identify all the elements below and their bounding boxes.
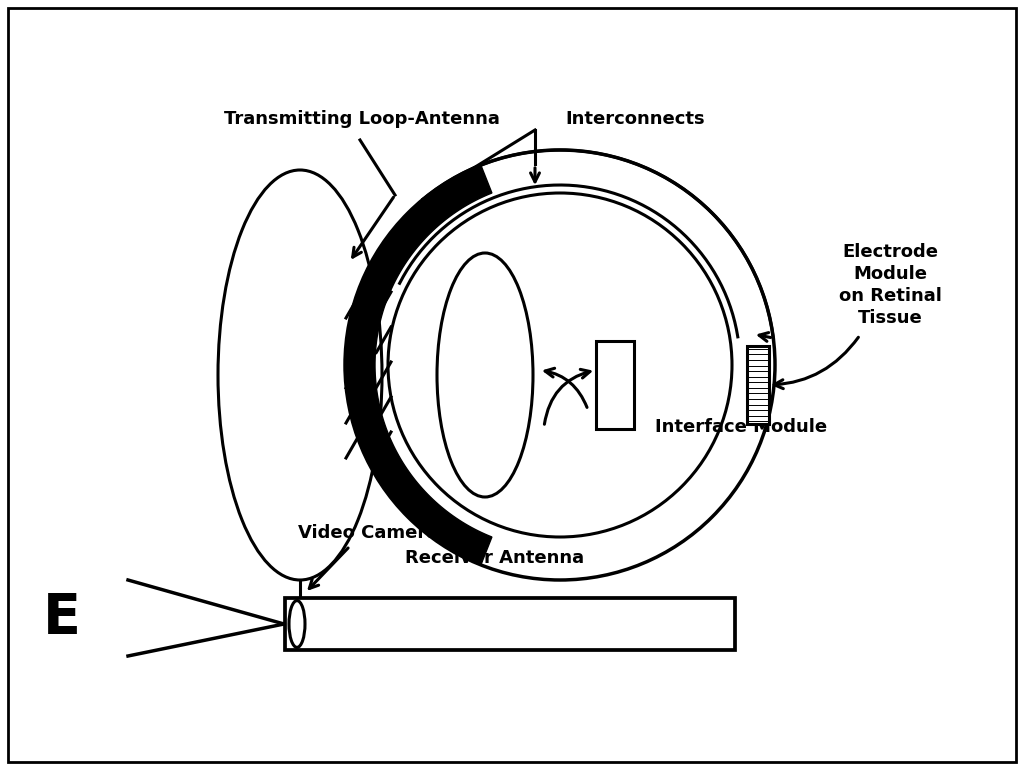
Text: E: E (43, 591, 81, 645)
Text: Receiver Antenna: Receiver Antenna (406, 549, 585, 567)
Text: Interface Module: Interface Module (655, 418, 827, 436)
Bar (596, 341, 634, 429)
Text: Interconnects: Interconnects (565, 110, 705, 128)
Text: Transmitting Loop-Antenna: Transmitting Loop-Antenna (224, 110, 500, 128)
Text: Electrode
Module
on Retinal
Tissue: Electrode Module on Retinal Tissue (839, 243, 941, 327)
Text: Video Camera: Video Camera (298, 524, 438, 542)
Bar (746, 346, 769, 424)
Polygon shape (345, 165, 492, 565)
Bar (285, 598, 735, 650)
